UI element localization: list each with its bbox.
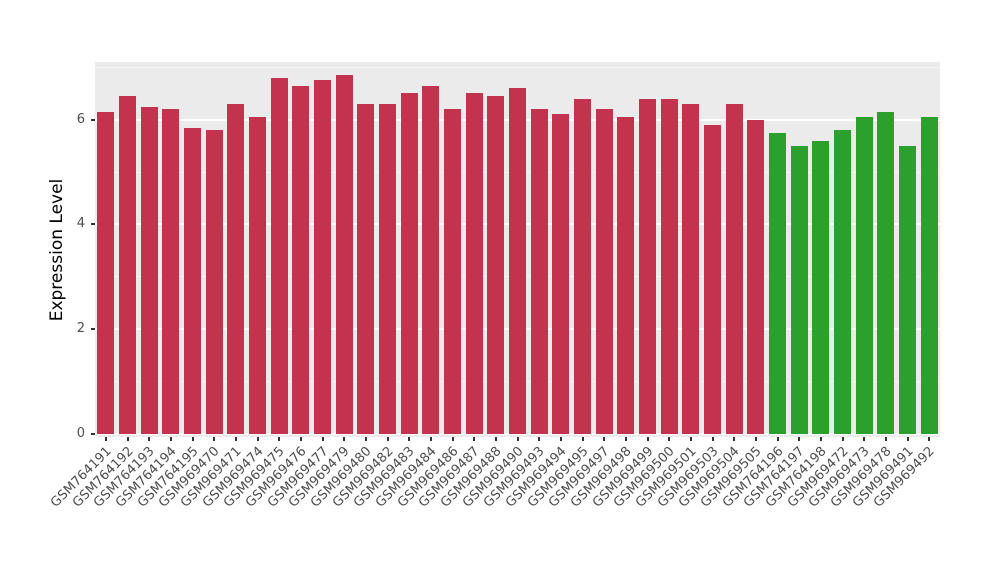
x-tick-mark: [321, 437, 324, 441]
x-tick-mark: [386, 437, 389, 441]
bar-GSM764194: [162, 109, 180, 434]
x-tick-mark: [819, 437, 822, 441]
y-axis-title: Expression Level: [47, 178, 67, 321]
x-tick-mark: [494, 437, 497, 441]
y-tick-label: 6: [76, 111, 85, 127]
x-tick-mark: [343, 437, 346, 441]
x-tick-mark: [408, 437, 411, 441]
bar-GSM764198: [812, 140, 830, 434]
x-tick-mark: [104, 437, 107, 441]
bar-GSM969477: [313, 80, 332, 434]
x-tick-mark: [429, 437, 432, 441]
bar-GSM969491: [898, 145, 917, 434]
bar-GSM969488: [487, 96, 505, 434]
y-tick-label: 0: [76, 426, 85, 441]
bar-GSM969495: [573, 98, 592, 434]
bar-GSM969499: [638, 98, 657, 434]
x-tick-mark: [299, 437, 302, 441]
x-tick-mark: [863, 437, 866, 441]
x-tick-mark: [234, 437, 237, 441]
gridline-minor: [95, 66, 940, 68]
bar-GSM969498: [617, 117, 635, 434]
bar-GSM969493: [530, 109, 548, 434]
bar-GSM969492: [920, 117, 938, 434]
x-tick-mark: [559, 437, 562, 441]
bar-GSM969490: [508, 88, 527, 434]
bar-GSM764192: [118, 96, 137, 434]
bar-GSM969472: [833, 130, 852, 434]
x-tick-mark: [169, 437, 172, 441]
x-tick-mark: [754, 437, 757, 441]
x-tick-mark: [841, 437, 844, 441]
x-tick-mark: [798, 437, 801, 441]
x-tick-mark: [733, 437, 736, 441]
bar-GSM764191: [97, 111, 115, 434]
x-tick-mark: [364, 437, 367, 441]
x-tick-mark: [776, 437, 779, 441]
bar-GSM969473: [855, 117, 873, 434]
bar-GSM969503: [703, 124, 722, 434]
y-tick-label: 2: [76, 321, 85, 337]
x-tick-mark: [581, 437, 584, 441]
x-tick-mark: [256, 437, 259, 441]
bar-GSM969484: [422, 85, 440, 434]
bar-GSM969471: [227, 103, 245, 434]
bar-GSM969479: [335, 75, 353, 434]
x-tick-mark: [884, 437, 887, 441]
x-tick-mark: [516, 437, 519, 441]
bar-GSM969483: [400, 93, 418, 434]
plot-panel: [95, 62, 940, 437]
x-tick-mark: [906, 437, 909, 441]
x-tick-mark: [213, 437, 216, 441]
bar-GSM969474: [248, 117, 267, 434]
x-tick-mark: [451, 437, 454, 441]
bar-GSM969487: [465, 93, 483, 434]
bar-GSM969476: [292, 85, 310, 434]
bar-GSM969497: [595, 109, 613, 434]
bar-GSM969494: [552, 114, 570, 434]
x-tick-mark: [278, 437, 281, 441]
bar-GSM764193: [140, 106, 158, 434]
x-tick-mark: [928, 437, 931, 441]
x-tick-mark: [148, 437, 151, 441]
x-tick-mark: [689, 437, 692, 441]
x-tick-mark: [538, 437, 541, 441]
bar-GSM969505: [747, 119, 765, 434]
bar-GSM764197: [790, 145, 808, 434]
bar-GSM969470: [205, 130, 223, 434]
y-tick-mark: [91, 433, 95, 435]
bar-GSM969501: [682, 103, 700, 434]
x-tick-mark: [668, 437, 671, 441]
x-tick-mark: [191, 437, 194, 441]
y-tick-mark: [91, 118, 95, 121]
y-tick-label: 4: [76, 216, 85, 232]
bar-GSM969478: [877, 111, 895, 434]
bar-GSM969504: [725, 103, 743, 434]
x-tick-mark: [603, 437, 606, 441]
bar-GSM969480: [357, 103, 375, 434]
bar-GSM969500: [660, 98, 678, 434]
x-tick-mark: [711, 437, 714, 441]
bar-GSM764196: [768, 132, 787, 434]
bar-GSM969482: [378, 103, 397, 434]
bar-GSM969486: [443, 109, 462, 434]
x-tick-mark: [473, 437, 476, 441]
x-tick-mark: [646, 437, 649, 441]
x-tick-mark: [126, 437, 129, 441]
x-tick-mark: [624, 437, 627, 441]
y-tick-mark: [91, 223, 95, 226]
gridline-major: [95, 433, 940, 435]
bar-GSM764195: [183, 127, 202, 434]
y-tick-mark: [91, 328, 95, 331]
bar-GSM969475: [270, 77, 288, 434]
